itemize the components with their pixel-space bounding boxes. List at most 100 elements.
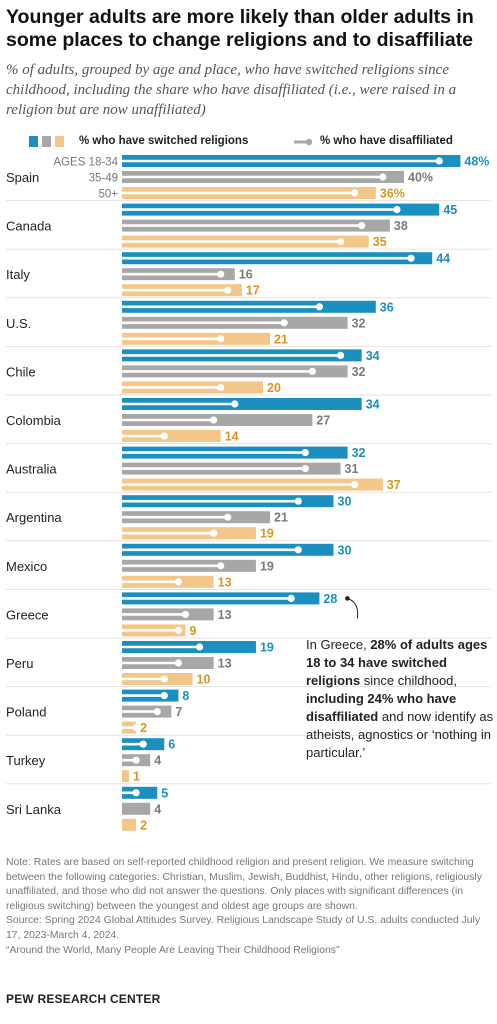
data-label-italy-2: 17 [246, 284, 260, 298]
bar-disaffiliated-dot-colombia-0 [231, 400, 239, 408]
data-label-australia-0: 32 [352, 446, 366, 460]
annotation-text-1: In Greece, [306, 637, 371, 652]
bar-disaffiliated-dot-italy-2 [224, 286, 232, 294]
bar-disaffiliated-dot-australia-2 [351, 481, 359, 489]
bar-disaffiliated-dot-u-s-1 [280, 319, 288, 327]
data-label-chile-0: 34 [366, 349, 380, 363]
data-label-peru-1: 13 [218, 657, 232, 671]
age-group-label-2: 50+ [98, 189, 118, 201]
data-label-peru-0: 19 [260, 641, 274, 655]
data-label-u-s-1: 32 [352, 316, 366, 330]
data-label-argentina-1: 21 [274, 511, 288, 525]
place-label-mexico: Mexico [6, 559, 47, 574]
notes: Note: Rates are based on self-reported c… [6, 856, 492, 958]
data-label-mexico-2: 13 [218, 575, 232, 589]
data-label-colombia-1: 27 [316, 414, 330, 428]
data-label-sri-lanka-2: 2 [140, 818, 147, 832]
data-label-turkey-0: 6 [168, 738, 175, 752]
bar-disaffiliated-dot-sri-lanka-0 [132, 789, 140, 797]
age-group-label-1: 35-49 [89, 173, 118, 185]
place-label-poland: Poland [6, 705, 46, 720]
bar-disaffiliated-dot-mexico-0 [294, 546, 302, 554]
bar-disaffiliated-dot-colombia-2 [160, 432, 168, 440]
greece-annotation: In Greece, 28% of adults ages 18 to 34 h… [306, 636, 496, 762]
data-label-greece-1: 13 [218, 608, 232, 622]
bar-disaffiliated-dot-peru-1 [174, 659, 182, 667]
data-label-sri-lanka-0: 5 [161, 786, 168, 800]
chart-title: Younger adults are more likely than olde… [6, 6, 474, 51]
data-label-mexico-1: 19 [260, 559, 274, 573]
bar-disaffiliated-dot-greece-2 [174, 626, 182, 634]
annotation-bold-1: 28% of adults ages 18 to 34 have switche… [306, 637, 488, 688]
data-label-greece-0: 28 [323, 592, 337, 606]
place-label-colombia: Colombia [6, 413, 62, 428]
bar-disaffiliated-dot-u-s-0 [315, 303, 323, 311]
annotation-text-2: since childhood, [360, 673, 458, 688]
annotation-pointer-line [347, 597, 359, 619]
bar-disaffiliated-dot-mexico-1 [217, 562, 225, 570]
bar-disaffiliated-dot-italy-0 [407, 254, 415, 262]
bar-switched-colombia-2 [122, 430, 221, 442]
place-label-canada: Canada [6, 219, 52, 234]
data-label-australia-1: 31 [345, 462, 359, 476]
bar-disaffiliated-dot-mexico-2 [174, 578, 182, 586]
data-label-spain-0: 48% [464, 155, 489, 169]
bar-disaffiliated-dot-turkey-1 [132, 756, 140, 764]
data-label-sri-lanka-1: 4 [154, 802, 161, 816]
data-label-colombia-2: 14 [225, 430, 239, 444]
bar-disaffiliated-dot-argentina-1 [224, 513, 232, 521]
legend: % who have switched religions % who have… [0, 134, 497, 150]
chart-subtitle: % of adults, grouped by age and place, w… [6, 62, 457, 118]
data-label-australia-2: 37 [387, 478, 401, 492]
bar-disaffiliated-dot-poland-1 [153, 708, 161, 716]
annotation-text-3: and now identify as atheists, agnostics … [306, 709, 494, 760]
place-label-italy: Italy [6, 267, 30, 282]
place-label-u-s: U.S. [6, 316, 31, 331]
place-label-argentina: Argentina [6, 510, 62, 525]
bar-disaffiliated-dot-peru-0 [195, 643, 204, 651]
place-label-australia: Australia [6, 462, 57, 477]
data-label-poland-2: 2 [140, 721, 147, 735]
place-label-peru: Peru [6, 656, 33, 671]
bar-disaffiliated-dot-spain-1 [379, 173, 387, 181]
place-label-spain: Spain [6, 170, 39, 185]
note-text: Note: Rates are based on self-reported c… [6, 857, 482, 912]
bar-disaffiliated-dot-canada-2 [336, 238, 345, 246]
bar-disaffiliated-dot-chile-2 [217, 383, 225, 391]
data-label-chile-1: 32 [352, 365, 366, 379]
age-group-label-0: AGES 18-34 [53, 157, 118, 169]
bar-disaffiliated-dot-italy-1 [217, 270, 225, 278]
data-label-argentina-2: 19 [260, 527, 274, 541]
data-label-poland-0: 8 [182, 689, 189, 703]
data-label-colombia-0: 34 [366, 398, 380, 412]
bar-disaffiliated-dot-canada-0 [393, 206, 401, 214]
bar-disaffiliated-dot-greece-0 [287, 594, 295, 602]
legend-switched-label: % who have switched religions [79, 135, 249, 147]
bar-disaffiliated-dot-canada-1 [358, 222, 366, 230]
bar-switched-colombia-0 [122, 398, 362, 410]
bar-disaffiliated-dot-poland-0 [160, 692, 168, 700]
bar-disaffiliated-dot-colombia-1 [210, 416, 218, 424]
legend-swatch-18-34 [29, 136, 38, 147]
bar-switched-sri-lanka-1 [122, 802, 151, 815]
data-label-poland-1: 7 [175, 705, 182, 719]
data-label-mexico-0: 30 [338, 543, 352, 557]
legend-swatch-35-49 [42, 136, 51, 147]
data-label-italy-1: 16 [239, 268, 253, 282]
place-label-turkey: Turkey [6, 753, 46, 768]
data-label-canada-0: 45 [443, 203, 457, 217]
bar-disaffiliated-dot-u-s-2 [217, 335, 225, 343]
legend-disaffiliated-icon [294, 138, 313, 146]
annotation-bold-2: including 24% who have disaffiliated [306, 691, 457, 724]
bar-switched-turkey-2 [122, 770, 130, 783]
data-label-greece-2: 9 [189, 624, 196, 638]
bar-disaffiliated-dot-spain-0 [435, 157, 443, 165]
bar-disaffiliated-dot-australia-1 [301, 465, 309, 473]
data-label-peru-2: 10 [197, 673, 211, 687]
bar-disaffiliated-dot-turkey-0 [139, 740, 147, 748]
data-label-spain-1: 40% [408, 171, 433, 185]
bar-disaffiliated-dot-chile-0 [336, 351, 345, 359]
data-label-turkey-2: 1 [133, 770, 140, 784]
bar-switched-sri-lanka-2 [122, 818, 137, 831]
